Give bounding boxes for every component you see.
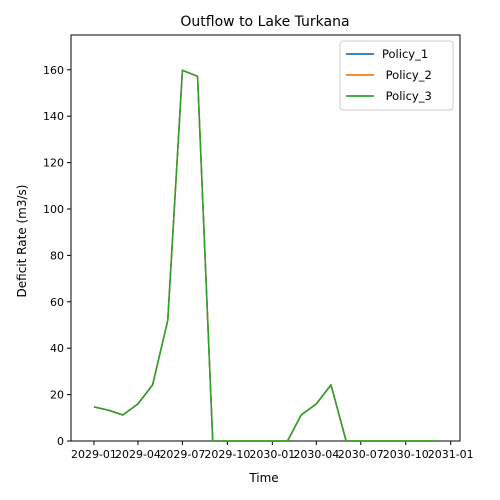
series-line-1	[93, 69, 436, 442]
y-axis-label: Deficit Rate (m3/s)	[15, 185, 29, 298]
series-line-2	[93, 69, 436, 442]
legend: Policy_1 Policy_2 Policy_3	[339, 40, 454, 111]
y-tick-label: 20	[50, 389, 64, 402]
y-axis: 0 20 40 60 80 100 120 140 160	[43, 64, 71, 448]
y-tick-label: 160	[43, 64, 64, 77]
x-tick-label: 2030-01	[249, 448, 295, 461]
y-tick-label: 100	[43, 203, 64, 216]
x-tick-label: 2029-10	[204, 448, 250, 461]
chart-title: Outflow to Lake Turkana	[180, 14, 349, 30]
x-tick-label: 2030-10	[383, 448, 429, 461]
x-axis: 2029-012029-042029-072029-102030-012030-…	[71, 441, 474, 461]
x-axis-label: Time	[248, 471, 278, 485]
legend-box	[339, 40, 454, 111]
x-tick-label: 2030-04	[293, 448, 339, 461]
legend-label: Policy_2	[382, 68, 432, 82]
series-line-3	[93, 69, 436, 442]
y-tick-label: 40	[50, 342, 64, 355]
x-tick-label: 2030-07	[338, 448, 384, 461]
y-tick-label: 80	[50, 249, 64, 262]
series-lines	[93, 69, 436, 442]
y-tick-label: 120	[43, 157, 64, 170]
x-tick-label: 2029-01	[71, 448, 117, 461]
y-tick-label: 140	[43, 110, 64, 123]
y-tick-label: 0	[57, 435, 64, 448]
x-tick-label: 2029-04	[115, 448, 161, 461]
x-tick-label: 2029-07	[159, 448, 205, 461]
x-tick-label: 2031-01	[428, 448, 474, 461]
y-tick-label: 60	[50, 296, 64, 309]
legend-label: Policy_1	[382, 47, 428, 61]
legend-label: Policy_3	[382, 89, 432, 103]
